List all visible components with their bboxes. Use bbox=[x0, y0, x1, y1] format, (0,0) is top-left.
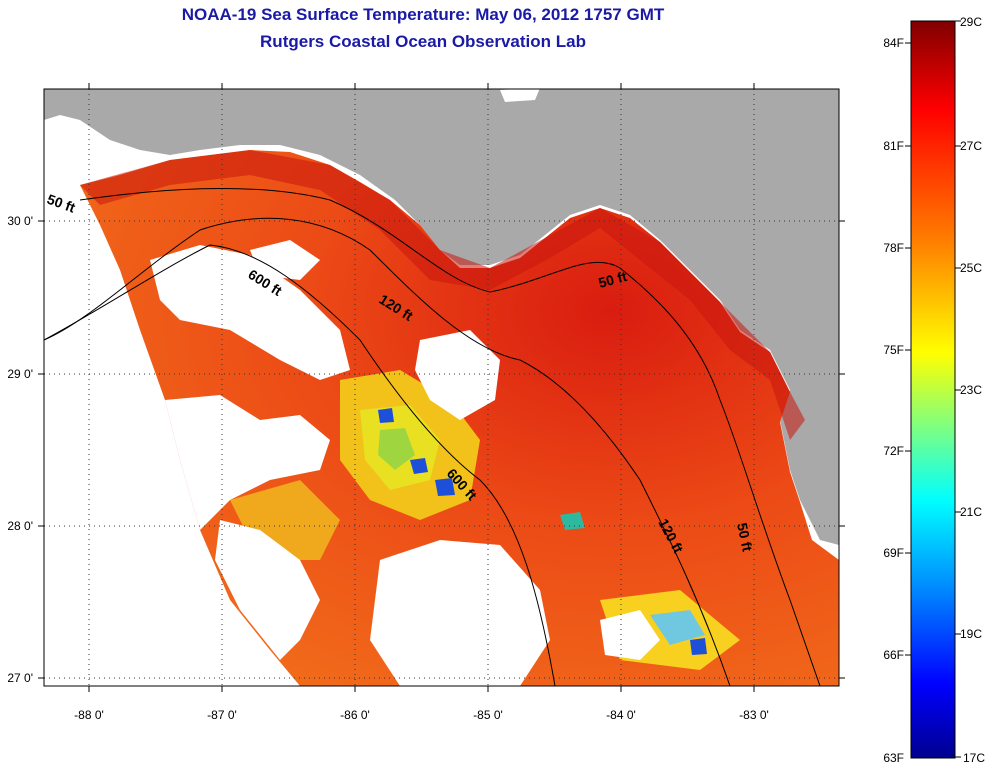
colorbar-fahrenheit-label: 72F bbox=[883, 444, 904, 458]
colorbar-celsius-label: 19C bbox=[960, 627, 982, 641]
lon-tick-label: -85 0' bbox=[473, 708, 503, 722]
colorbar-fahrenheit-label: 75F bbox=[883, 343, 904, 357]
bathymetry-contours bbox=[44, 187, 821, 686]
contour-120ft bbox=[44, 217, 731, 686]
map-border bbox=[43, 88, 840, 687]
lon-tick-label: -83 0' bbox=[739, 708, 769, 722]
contour-600ft bbox=[44, 244, 556, 686]
lat-tick-label: 28 0' bbox=[7, 519, 33, 533]
lat-tick-label: 30 0' bbox=[7, 214, 33, 228]
coastal-warm-band bbox=[80, 150, 805, 440]
land-mass bbox=[44, 89, 839, 545]
lon-tick-label: -88 0' bbox=[74, 708, 104, 722]
tick-marks bbox=[38, 83, 845, 692]
cloud-mask bbox=[150, 89, 660, 686]
lon-tick-label: -84 0' bbox=[606, 708, 636, 722]
contour-50ft bbox=[79, 187, 821, 686]
colorbar-celsius-label: 27C bbox=[960, 139, 982, 153]
colorbar-celsius-label: 17C bbox=[963, 751, 985, 765]
colorbar-celsius-label: 25C bbox=[960, 261, 982, 275]
lon-tick-label: -87 0' bbox=[207, 708, 237, 722]
colorbar-fahrenheit-label: 81F bbox=[883, 139, 904, 153]
contour-label: 50 ft bbox=[597, 268, 629, 291]
colorbar-fahrenheit-label: 69F bbox=[883, 546, 904, 560]
colorbar-fahrenheit-label: 78F bbox=[883, 241, 904, 255]
map-subtitle: Rutgers Coastal Ocean Observation Lab bbox=[260, 32, 586, 51]
colorbar-fahrenheit-label: 84F bbox=[883, 36, 904, 50]
lon-tick-label: -86 0' bbox=[340, 708, 370, 722]
colorbar-celsius-label: 23C bbox=[960, 383, 982, 397]
colorbar bbox=[910, 20, 956, 759]
lat-tick-label: 27 0' bbox=[7, 671, 33, 685]
cool-patches bbox=[230, 370, 740, 670]
colorbar-fahrenheit-label: 66F bbox=[883, 648, 904, 662]
contour-label: 50 ft bbox=[734, 521, 756, 553]
colorbar-fahrenheit-label: 63F bbox=[883, 751, 904, 765]
map-layers: 50 ft 120 ft 600 ft 50 ft 600 ft 120 ft … bbox=[44, 89, 839, 686]
lat-tick-label: 29 0' bbox=[7, 367, 33, 381]
colorbar-celsius-label: 29C bbox=[960, 15, 982, 29]
map-title: NOAA-19 Sea Surface Temperature: May 06,… bbox=[181, 5, 665, 24]
colorbar-celsius-label: 21C bbox=[960, 505, 982, 519]
colorbar-ticks bbox=[905, 20, 961, 758]
